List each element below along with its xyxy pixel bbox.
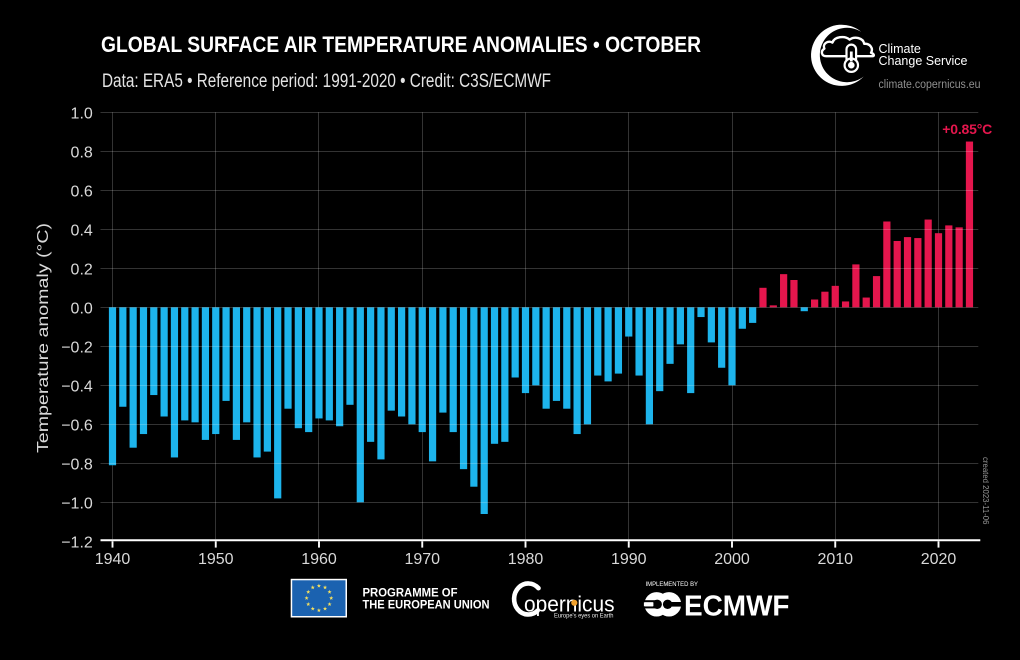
svg-text:climate.copernicus.eu: climate.copernicus.eu — [879, 79, 981, 91]
svg-text:2000: 2000 — [714, 551, 750, 568]
svg-text:THE EUROPEAN UNION: THE EUROPEAN UNION — [363, 598, 490, 612]
svg-text:0.0: 0.0 — [71, 301, 93, 318]
svg-text:created 2023-11-06: created 2023-11-06 — [981, 457, 990, 524]
svg-text:0.2: 0.2 — [71, 262, 93, 279]
svg-text:−0.2: −0.2 — [61, 340, 93, 357]
svg-text:2010: 2010 — [817, 551, 853, 568]
svg-text:1970: 1970 — [404, 551, 440, 568]
svg-text:1940: 1940 — [95, 551, 131, 568]
svg-text:Data: ERA5 • Reference period:: Data: ERA5 • Reference period: 1991-2020… — [102, 71, 551, 92]
svg-text:0.6: 0.6 — [71, 184, 93, 201]
svg-text:Temperature anomaly (°C): Temperature anomaly (°C) — [35, 223, 52, 453]
svg-text:1950: 1950 — [198, 551, 234, 568]
svg-text:Climate: Climate — [879, 42, 921, 56]
svg-text:PROGRAMME OF: PROGRAMME OF — [363, 586, 458, 600]
svg-text:0.8: 0.8 — [71, 145, 93, 162]
svg-text:0.4: 0.4 — [71, 223, 93, 240]
svg-text:−1.2: −1.2 — [61, 535, 93, 552]
svg-text:opernicus: opernicus — [524, 592, 615, 617]
svg-text:−1.0: −1.0 — [61, 496, 93, 513]
svg-text:GLOBAL SURFACE AIR TEMPERATURE: GLOBAL SURFACE AIR TEMPERATURE ANOMALIES… — [101, 32, 701, 57]
svg-text:−0.6: −0.6 — [61, 418, 93, 435]
svg-text:−0.4: −0.4 — [61, 379, 93, 396]
svg-text:1960: 1960 — [301, 551, 337, 568]
svg-text:1.0: 1.0 — [71, 106, 93, 123]
svg-text:Change Service: Change Service — [879, 54, 968, 68]
svg-text:−0.8: −0.8 — [61, 457, 93, 474]
svg-text:Europe's eyes on Earth: Europe's eyes on Earth — [554, 613, 614, 620]
svg-text:+0.85°C: +0.85°C — [942, 121, 992, 137]
svg-text:ECMWF: ECMWF — [684, 591, 790, 623]
svg-text:2020: 2020 — [921, 551, 957, 568]
svg-text:1980: 1980 — [508, 551, 544, 568]
svg-text:1990: 1990 — [611, 551, 647, 568]
svg-text:IMPLEMENTED BY: IMPLEMENTED BY — [646, 581, 699, 588]
